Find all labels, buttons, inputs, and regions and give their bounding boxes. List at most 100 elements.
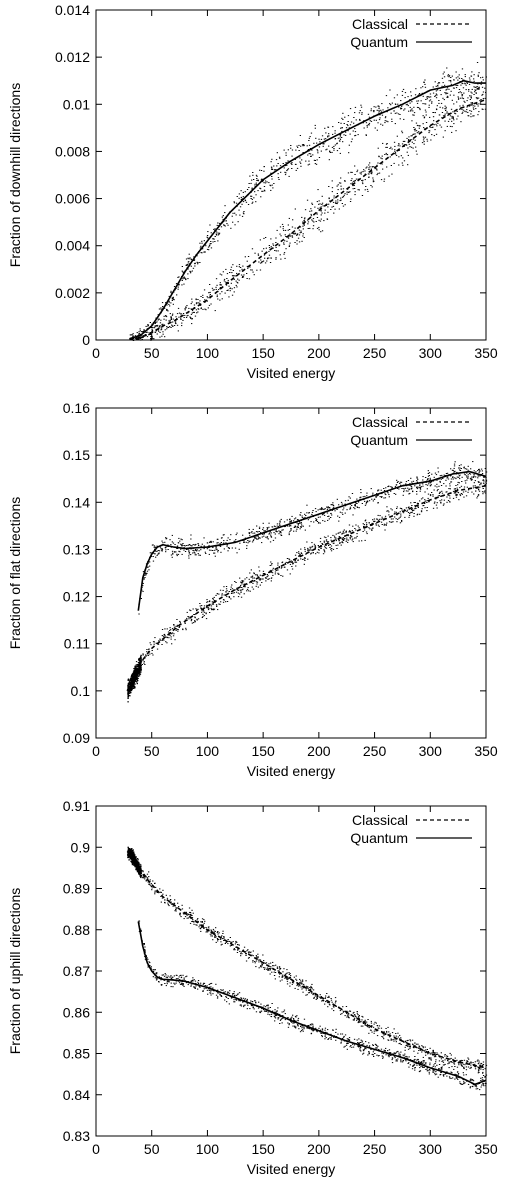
scatter-point xyxy=(302,235,304,237)
scatter-point xyxy=(366,125,368,127)
scatter-point xyxy=(196,550,198,552)
scatter-point xyxy=(241,203,243,205)
scatter-point xyxy=(455,71,457,73)
scatter-point xyxy=(216,542,218,544)
scatter-point xyxy=(452,469,454,471)
scatter-point xyxy=(377,172,379,174)
scatter-point xyxy=(289,976,291,978)
scatter-point xyxy=(378,1027,380,1029)
scatter-point xyxy=(311,210,313,212)
scatter-point xyxy=(174,910,176,912)
scatter-point xyxy=(462,111,464,113)
scatter-point xyxy=(454,1057,456,1059)
scatter-point xyxy=(135,668,137,670)
scatter-point xyxy=(133,673,136,675)
scatter-point xyxy=(331,191,333,193)
scatter-point xyxy=(394,486,397,488)
scatter-point xyxy=(209,284,211,285)
scatter-point xyxy=(458,1061,460,1063)
scatter-point xyxy=(303,223,305,225)
scatter-point xyxy=(382,142,384,144)
scatter-point xyxy=(201,921,203,922)
scatter-point xyxy=(446,87,449,89)
scatter-point xyxy=(326,506,328,508)
scatter-point xyxy=(332,126,334,128)
scatter-point xyxy=(187,917,190,919)
scatter-point xyxy=(162,889,164,891)
scatter-point xyxy=(390,112,392,114)
scatter-point xyxy=(435,498,437,500)
scatter-point xyxy=(134,666,136,668)
scatter-point xyxy=(139,328,141,330)
scatter-point xyxy=(202,613,204,615)
scatter-point xyxy=(460,485,463,487)
scatter-point xyxy=(403,489,405,491)
scatter-point xyxy=(322,520,324,522)
scatter-point xyxy=(186,611,188,613)
scatter-point xyxy=(441,112,444,113)
scatter-point xyxy=(395,1033,397,1034)
scatter-point xyxy=(421,142,424,144)
scatter-point xyxy=(176,553,178,555)
scatter-point xyxy=(477,470,479,472)
scatter-point xyxy=(206,236,208,238)
scatter-point xyxy=(334,132,336,134)
scatter-point xyxy=(407,507,410,508)
scatter-point xyxy=(304,209,307,211)
scatter-point xyxy=(378,119,381,121)
scatter-point xyxy=(150,337,152,339)
scatter-point xyxy=(202,297,204,298)
scatter-point xyxy=(452,477,454,478)
scatter-point xyxy=(328,518,330,520)
scatter-point xyxy=(154,637,156,639)
scatter-point xyxy=(170,638,172,640)
scatter-point xyxy=(445,93,447,95)
scatter-point xyxy=(252,271,254,273)
scatter-point xyxy=(165,551,167,553)
scatter-point xyxy=(323,541,325,543)
scatter-point xyxy=(473,78,475,80)
scatter-point xyxy=(146,873,149,875)
scatter-point xyxy=(386,522,388,524)
scatter-point xyxy=(428,106,430,108)
scatter-point xyxy=(286,980,289,982)
scatter-point xyxy=(381,158,383,160)
scatter-point xyxy=(450,80,452,81)
scatter-point xyxy=(227,943,229,945)
scatter-point xyxy=(383,1031,385,1033)
scatter-point xyxy=(294,208,296,210)
scatter-point xyxy=(237,949,239,951)
scatter-point xyxy=(435,1061,437,1063)
scatter-point xyxy=(312,994,314,996)
scatter-point xyxy=(419,487,421,489)
scatter-point xyxy=(218,603,220,605)
scatter-point xyxy=(474,1065,476,1067)
scatter-point xyxy=(198,926,200,928)
scatter-point xyxy=(442,1057,444,1059)
scatter-point xyxy=(472,107,475,109)
scatter-point xyxy=(301,216,303,218)
scatter-point xyxy=(188,549,190,551)
scatter-point xyxy=(203,251,205,253)
scatter-point xyxy=(206,931,209,933)
scatter-point xyxy=(298,521,301,523)
scatter-point xyxy=(281,529,283,531)
scatter-point xyxy=(257,956,259,958)
scatter-point xyxy=(351,539,353,541)
scatter-point xyxy=(354,191,356,193)
scatter-point xyxy=(299,135,301,136)
scatter-point xyxy=(416,493,418,495)
scatter-point xyxy=(301,979,304,981)
scatter-point xyxy=(333,148,335,149)
scatter-point xyxy=(261,582,263,583)
scatter-point xyxy=(418,94,420,96)
scatter-point xyxy=(464,468,466,470)
scatter-point xyxy=(223,586,225,588)
scatter-point xyxy=(481,1065,483,1067)
scatter-point xyxy=(483,480,485,482)
scatter-point xyxy=(444,92,446,94)
scatter-point xyxy=(235,202,238,204)
scatter-point xyxy=(158,326,160,328)
scatter-point xyxy=(190,914,192,916)
scatter-point xyxy=(415,146,417,148)
